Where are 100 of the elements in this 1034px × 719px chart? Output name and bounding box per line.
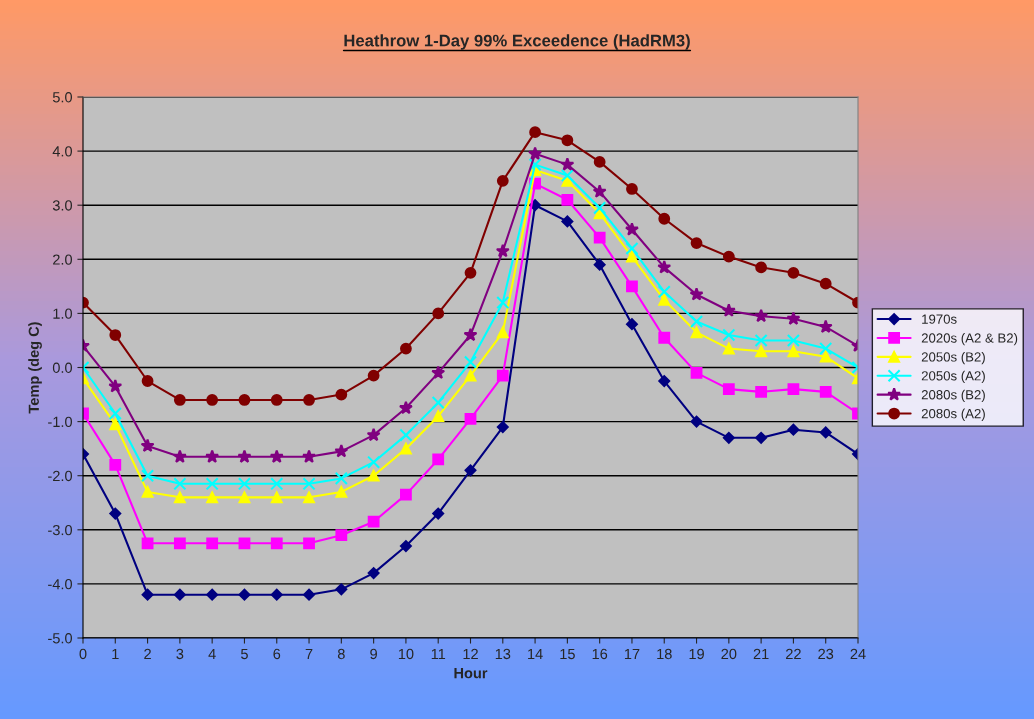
point: [464, 266, 477, 279]
point: [657, 260, 672, 274]
point: [755, 431, 768, 444]
point: [626, 280, 638, 293]
point: [787, 345, 800, 358]
point: [270, 588, 283, 601]
point: [496, 326, 509, 339]
y-tick-label: -2.0: [48, 470, 73, 482]
point: [109, 329, 122, 341]
point: [398, 400, 413, 415]
point: [722, 328, 736, 342]
point: [140, 469, 155, 483]
x-tick-label: 10: [398, 648, 414, 660]
x-tick-label: 5: [240, 648, 248, 660]
point: [721, 303, 736, 317]
point: [787, 423, 800, 436]
point: [626, 250, 638, 263]
point: [302, 477, 316, 491]
x-tick-label: 8: [337, 648, 345, 660]
point: [819, 350, 832, 363]
point: [108, 379, 123, 393]
point: [818, 319, 833, 334]
x-tick-label: 24: [850, 648, 866, 659]
y-tick-label: 1.0: [53, 308, 73, 319]
point: [464, 369, 477, 382]
point: [464, 412, 477, 425]
point: [367, 369, 380, 382]
x-tick-label: 11: [431, 648, 446, 659]
point: [237, 449, 252, 463]
point: [432, 410, 445, 423]
point: [109, 418, 122, 431]
y-tick-label: -1.0: [48, 416, 73, 428]
point: [206, 588, 219, 601]
point: [658, 212, 671, 225]
point: [270, 491, 283, 504]
point: [658, 331, 671, 344]
point: [172, 449, 187, 463]
point: [658, 375, 671, 387]
point: [786, 311, 801, 325]
point: [269, 449, 284, 463]
point: [561, 215, 574, 228]
point: [463, 327, 478, 342]
x-tick-label: 14: [528, 648, 543, 659]
point: [593, 156, 606, 168]
legend-label: 2080s (B2): [921, 389, 985, 402]
y-tick-label: 5.0: [52, 92, 73, 103]
legend-label: 2080s (A2): [921, 408, 985, 421]
point: [366, 427, 381, 442]
point: [237, 477, 252, 491]
y-tick-label: 2.0: [53, 254, 73, 265]
point: [141, 537, 154, 550]
point: [496, 174, 509, 187]
y-tick-label: 3.0: [52, 200, 73, 211]
point: [432, 507, 445, 520]
point: [755, 345, 768, 358]
x-tick-label: 3: [176, 648, 184, 660]
point: [302, 449, 317, 463]
point: [496, 295, 510, 310]
point: [722, 431, 735, 444]
point: [431, 396, 445, 410]
x-tick-label: 23: [818, 648, 834, 660]
y-tick-label: -5.0: [48, 633, 73, 644]
point: [592, 184, 607, 198]
point: [141, 588, 154, 601]
point: [593, 258, 606, 271]
point: [303, 491, 315, 504]
point: [173, 394, 186, 406]
point: [109, 458, 122, 471]
legend-label: 1970s: [922, 314, 957, 324]
point: [173, 491, 186, 504]
point: [722, 342, 735, 355]
point: [819, 277, 832, 290]
x-tick-label: 19: [689, 648, 704, 660]
point: [205, 449, 220, 463]
x-tick-label: 15: [560, 648, 575, 660]
point: [303, 588, 315, 601]
point: [109, 507, 122, 520]
point: [367, 455, 381, 469]
point: [335, 583, 348, 596]
point: [755, 261, 768, 274]
point: [754, 308, 769, 323]
point: [626, 318, 638, 331]
point: [819, 385, 832, 398]
point: [787, 383, 800, 396]
point: [206, 394, 219, 406]
point: [108, 406, 122, 421]
point: [367, 567, 380, 580]
point: [560, 157, 575, 171]
point: [624, 222, 639, 236]
point: [173, 588, 186, 601]
x-axis-title: Hour: [454, 668, 488, 679]
y-tick-label: 4.0: [52, 146, 73, 157]
x-tick-label: 9: [370, 648, 377, 660]
point: [529, 126, 541, 139]
point: [238, 537, 251, 550]
x-tick-label: 18: [657, 648, 672, 660]
point: [238, 394, 251, 406]
point: [238, 588, 251, 601]
point: [205, 477, 219, 491]
point: [561, 134, 574, 147]
